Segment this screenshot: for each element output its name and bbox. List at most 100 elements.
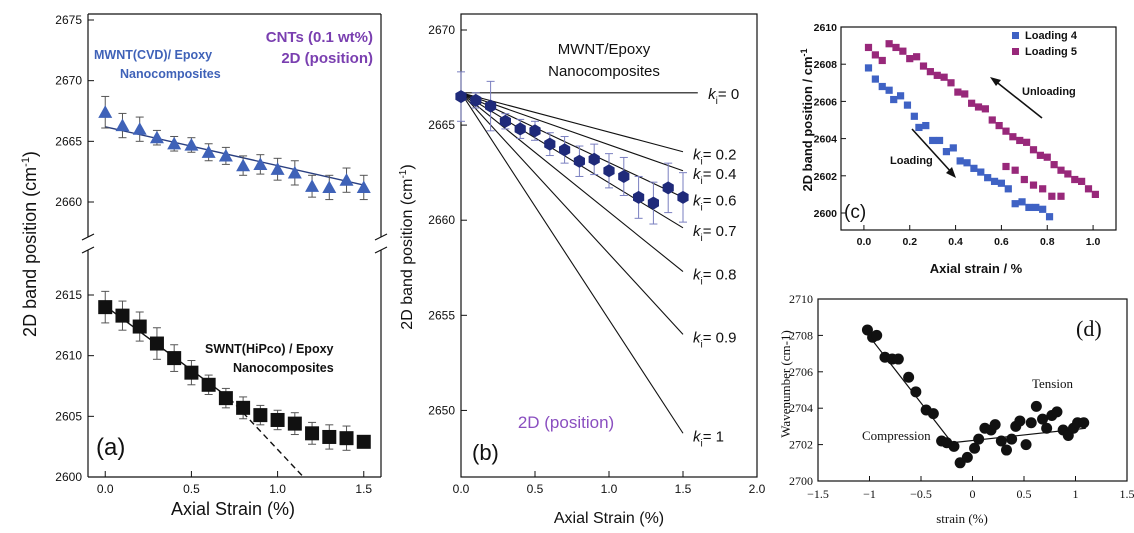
panel-c-loading4-point <box>942 148 951 156</box>
panel-c-loading5-point <box>995 121 1003 130</box>
panel-c-loading5-point <box>981 105 989 113</box>
panel-b-title-line1: MWNT/Epoxy <box>558 41 651 58</box>
panel-c-loading5-point <box>885 40 893 48</box>
panel-a-swnt-point <box>236 400 251 415</box>
panel-d-x-tick-label: 0.5 <box>1017 487 1032 501</box>
panel-a-mwnt-point <box>132 122 147 135</box>
panel-d-point <box>1051 406 1063 418</box>
panel-c-x-tick-label: 0.0 <box>857 236 872 248</box>
panel-a-swnt-point <box>98 300 113 315</box>
panel-c-loading5-point <box>1002 127 1010 135</box>
panel-c-loading5-point <box>974 103 983 111</box>
panel-c-loading4-point <box>977 168 985 176</box>
panel-c-loading5-point <box>906 55 914 63</box>
panel-c-loading5-point <box>940 73 948 81</box>
panel-c-loading5-point <box>1029 181 1038 189</box>
panel-b-point <box>588 152 600 166</box>
panel-b-point <box>573 154 585 168</box>
panel-b-model-line-k-0.7 <box>460 92 684 229</box>
panel-c-loading5-point <box>1039 185 1047 193</box>
panel-b-model-line-k-0.4 <box>460 92 684 172</box>
panel-c-unloading-arrow-head <box>990 77 1001 86</box>
panel-d-point <box>1030 400 1042 412</box>
panel-c-frame <box>840 26 1117 231</box>
panel-c-loading5-point <box>899 47 907 55</box>
panel-a-mwnt-point <box>305 179 320 192</box>
panel-c-loading4-point <box>910 112 918 120</box>
panel-c-loading4-point <box>949 144 957 152</box>
panel-a-swnt-label-line1: SWNT(HiPco) / Epoxy <box>205 342 334 356</box>
panel-b-model-label: ki= 0.4 <box>693 166 737 187</box>
panel-d-point <box>1006 433 1018 445</box>
panel-a: CNTs (0.1 wt%) 2D (position) MWNT(CVD)/ … <box>20 13 388 519</box>
panel-c-loading4-point <box>1039 205 1047 213</box>
panel-d-y-tick-label: 2702 <box>789 438 813 452</box>
panel-a-axis-break-mark <box>81 233 95 241</box>
panel-c-loading4-point <box>915 123 923 132</box>
panel-a-axis-break-mark <box>374 233 388 241</box>
panel-b-point <box>647 196 659 210</box>
panel-d-point <box>910 386 922 398</box>
panel-c-loading5-point <box>1009 133 1017 141</box>
panel-a-mwnt-point <box>184 137 199 151</box>
panel-d-x-tick-label: 0 <box>970 487 976 501</box>
panel-b-x-tick-label: 1.5 <box>675 482 692 496</box>
panel-b-x-axis-label: Axial Strain (%) <box>554 510 664 527</box>
panel-d-y-tick-label: 2704 <box>789 401 813 415</box>
panel-a-x-tick-label: 1.0 <box>269 482 286 496</box>
panel-a-swnt-point <box>322 429 337 444</box>
panel-a-mwnt-point <box>253 157 268 170</box>
panel-c-x-tick-label: 0.2 <box>902 236 917 248</box>
panel-b-point <box>559 143 571 157</box>
panel-c-loading-arrow <box>911 128 953 174</box>
panel-d-x-axis-label: strain (%) <box>936 511 988 526</box>
panel-c-loading5-point <box>1048 192 1056 200</box>
panel-c-x-tick-label: 0.6 <box>994 236 1009 248</box>
panel-d-point <box>903 371 915 383</box>
panel-c-loading5-point <box>933 71 941 79</box>
panel-b-label: (b) <box>472 440 499 465</box>
panel-a-axis-break-mark <box>374 246 388 254</box>
panel-b-model-line-k-0.2 <box>460 92 684 153</box>
panel-b-y-axis-label: 2D band position (cm-1) <box>398 164 416 329</box>
panel-c-loading4-point <box>1018 198 1026 206</box>
panel-d-tension-label: Tension <box>1032 376 1073 391</box>
panel-a-mwnt-point <box>339 173 354 186</box>
panel-a-swnt-point <box>201 377 216 392</box>
panel-c-loading5-point <box>988 116 996 124</box>
panel-c-y-tick-label: 2608 <box>814 59 838 71</box>
panel-c-unloading-label: Unloading <box>1022 86 1076 98</box>
panel-c-loading4-point <box>984 174 992 182</box>
panel-d-point <box>961 451 973 463</box>
panel-d-y-tick-label: 2700 <box>789 474 813 488</box>
panel-a-x-tick-label: 1.5 <box>355 482 372 496</box>
panel-c-loading5-point <box>1036 151 1044 159</box>
panel-c-loading4-point <box>1032 203 1040 212</box>
panel-b-model-label: ki= 0.9 <box>693 329 737 350</box>
panel-b-y-tick-label: 2650 <box>428 403 455 417</box>
panel-c-x-axis-label: Axial strain / % <box>930 261 1023 276</box>
panel-b-title-line2: Nanocomposites <box>548 63 660 80</box>
panel-b-frame <box>460 13 758 478</box>
panel-c-loading4-point <box>1045 213 1054 221</box>
panel-b-series-label: 2D (position) <box>518 413 614 432</box>
panel-d-point <box>995 435 1007 447</box>
panel-a-mwnt-point <box>270 162 285 175</box>
panel-c-loading5-point <box>1091 190 1099 198</box>
panel-c-loading4-point <box>990 177 999 185</box>
panel-c-loading-label: Loading <box>890 155 933 167</box>
panel-c-loading4-point <box>956 157 964 165</box>
panel-a-y-tick-label: 2665 <box>55 134 82 148</box>
panel-b-point <box>455 90 467 104</box>
panel-c-y-axis-label: 2D band position / cm-1 <box>799 48 815 191</box>
panel-c-loading5-point <box>892 43 900 52</box>
panel-c-y-tick-label: 2600 <box>814 208 838 220</box>
panel-c-loading4-point <box>890 95 898 104</box>
panel-b-model-label: ki= 0.7 <box>693 223 737 244</box>
panel-c-legend-label-loading5: Loading 5 <box>1025 46 1077 58</box>
panel-a-mwnt-point <box>167 136 182 150</box>
panel-c-loading5-point <box>947 79 955 87</box>
panel-d-y-tick-label: 2708 <box>789 328 813 342</box>
panel-b-point <box>514 122 526 136</box>
panel-c-loading5-point <box>1064 170 1072 178</box>
